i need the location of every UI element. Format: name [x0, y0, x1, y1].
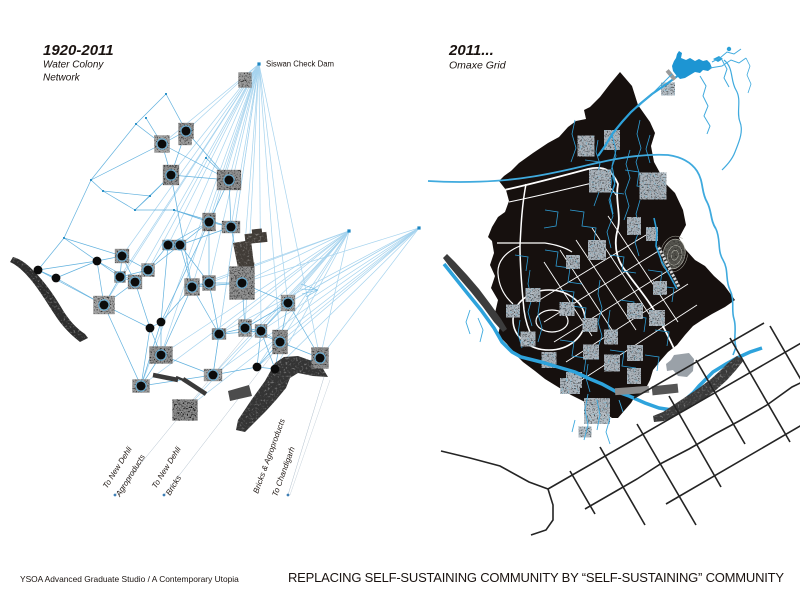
svg-text:REPLACING SELF-SUSTAINING COMM: REPLACING SELF-SUSTAINING COMMUNITY BY “…: [288, 570, 784, 585]
svg-text:Siswan Check Dam: Siswan Check Dam: [266, 60, 334, 69]
svg-text:Omaxe Grid: Omaxe Grid: [449, 60, 507, 72]
svg-text:1920-2011: 1920-2011: [43, 42, 114, 59]
svg-text:Network: Network: [43, 73, 81, 84]
svg-text:YSOA Advanced Graduate Studio: YSOA Advanced Graduate Studio / A Contem…: [20, 574, 239, 584]
svg-text:2011...: 2011...: [448, 42, 494, 59]
svg-text:Water Colony: Water Colony: [43, 60, 104, 71]
